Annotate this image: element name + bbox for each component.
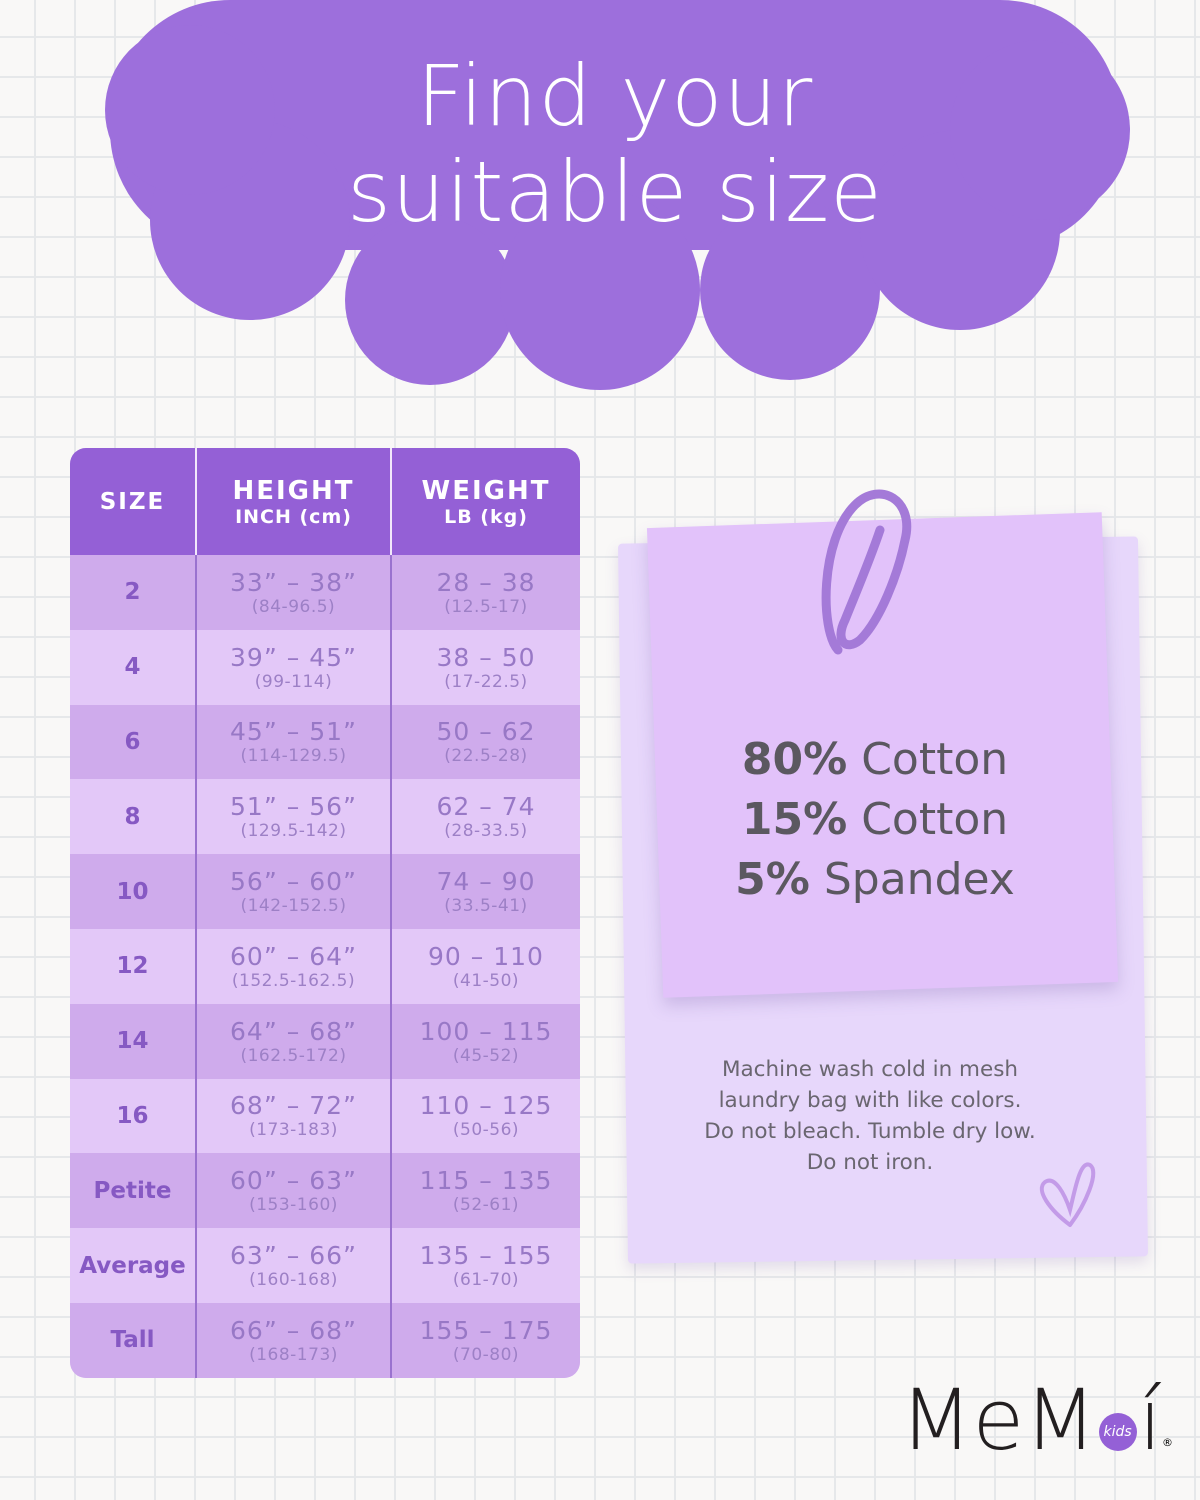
height-cm: (129.5-142): [240, 821, 347, 842]
weight-kg: (12.5-17): [444, 596, 528, 617]
heart-icon: [1039, 1162, 1096, 1227]
weight-kg: (41-50): [452, 970, 520, 991]
size-cell: 16: [116, 1102, 149, 1129]
weight-kg: (52-61): [452, 1195, 520, 1216]
table-row: 16 68” – 72” (173-183) 110 – 125 (50-56): [70, 1078, 580, 1154]
weight-lb: 50 – 62: [436, 717, 536, 747]
weight-kg: (17-22.5): [444, 671, 528, 692]
care-line: Machine wash cold in mesh: [721, 1057, 1019, 1082]
height-cm: (160-168): [249, 1270, 338, 1291]
size-cell: Average: [79, 1252, 186, 1279]
care-line: Do not iron.: [806, 1150, 934, 1175]
size-cell: 14: [116, 1028, 149, 1055]
header-weight-unit: LB (kg): [444, 505, 528, 528]
size-cell: Tall: [110, 1327, 155, 1354]
height-inch: 64” – 68”: [230, 1016, 357, 1046]
weight-kg: (33.5-41): [444, 896, 528, 917]
weight-kg: (45-52): [452, 1045, 520, 1066]
table-row: 6 45” – 51” (114-129.5) 50 – 62 (22.5-28): [70, 704, 580, 780]
size-cell: 8: [124, 803, 141, 830]
height-inch: 63” – 66”: [230, 1241, 357, 1271]
size-cell: 10: [116, 878, 149, 905]
table-row: 8 51” – 56” (129.5-142) 62 – 74 (28-33.5): [70, 779, 580, 855]
cloud-banner: [105, 0, 1130, 390]
size-cell: Petite: [93, 1177, 172, 1204]
height-inch: 56” – 60”: [230, 867, 357, 897]
weight-lb: 100 – 115: [419, 1016, 553, 1046]
weight-lb: 155 – 175: [419, 1315, 553, 1345]
weight-lb: 74 – 90: [436, 867, 536, 897]
weight-lb: 38 – 50: [436, 642, 536, 672]
fabric-line: 80% Cotton: [741, 734, 1009, 785]
fabric-line: 15% Cotton: [741, 794, 1009, 845]
fabric-line: 5% Spandex: [735, 854, 1015, 905]
size-cell: 6: [124, 728, 141, 755]
height-inch: 60” – 64”: [230, 941, 357, 971]
header-height-unit: INCH (cm): [235, 505, 352, 528]
weight-lb: 110 – 125: [419, 1091, 553, 1121]
weight-lb: 115 – 135: [419, 1166, 553, 1196]
size-cell: 4: [124, 654, 141, 681]
table-row: 4 39” – 45” (99-114) 38 – 50 (17-22.5): [70, 629, 580, 705]
care-line: Do not bleach. Tumble dry low.: [704, 1119, 1036, 1144]
page-title: Find your suitable size: [300, 48, 930, 240]
header-height: HEIGHT: [232, 475, 355, 506]
table-row: Tall 66” – 68” (168-173) 155 – 175 (70-80): [70, 1302, 580, 1378]
height-cm: (152.5-162.5): [231, 970, 356, 991]
height-cm: (173-183): [249, 1120, 338, 1141]
weight-kg: (61-70): [452, 1270, 520, 1291]
height-inch: 39” – 45”: [230, 642, 357, 672]
weight-lb: 90 – 110: [428, 941, 544, 971]
table-row: 12 60” – 64” (152.5-162.5) 90 – 110 (41-50…: [70, 928, 580, 1004]
size-cell: 12: [116, 953, 149, 980]
height-inch: 60” – 63”: [230, 1166, 357, 1196]
memoi-kids-logo: MeM kids í ®: [900, 1371, 1173, 1469]
height-inch: 66” – 68”: [230, 1315, 357, 1345]
care-line: laundry bag with like colors.: [718, 1088, 1022, 1113]
height-cm: (168-173): [249, 1344, 338, 1365]
table-header: SIZE HEIGHT INCH (cm) WEIGHT LB (kg): [70, 448, 580, 555]
height-cm: (84-96.5): [251, 596, 336, 617]
fabric-composition: 80% Cotton 15% Cotton 5% Spandex: [680, 730, 1070, 910]
registered-mark: ®: [1161, 1436, 1173, 1449]
table-row: Petite 60” – 63” (153-160) 115 – 135 (52-6…: [70, 1153, 580, 1229]
logo-text-end: í: [1138, 1371, 1162, 1469]
weight-lb: 62 – 74: [436, 792, 536, 822]
height-cm: (99-114): [254, 671, 333, 692]
height-cm: (142-152.5): [240, 896, 347, 917]
size-chart-table: SIZE HEIGHT INCH (cm) WEIGHT LB (kg) 2 33”…: [70, 448, 580, 1378]
care-instructions: Machine wash cold in mesh laundry bag wi…: [660, 1054, 1080, 1178]
header-size: SIZE: [99, 488, 166, 515]
title-line-1: Find your: [416, 47, 814, 145]
size-cell: 2: [124, 579, 141, 606]
weight-lb: 28 – 38: [436, 567, 536, 597]
height-cm: (153-160): [249, 1195, 338, 1216]
weight-kg: (28-33.5): [444, 821, 528, 842]
height-inch: 51” – 56”: [230, 792, 357, 822]
table-row: 2 33” – 38” (84-96.5) 28 – 38 (12.5-17): [70, 555, 580, 630]
table-row: Average 63” – 66” (160-168) 135 – 155 (61-…: [70, 1228, 580, 1303]
weight-kg: (50-56): [452, 1120, 520, 1141]
header-weight: WEIGHT: [421, 475, 551, 506]
table-row: 10 56” – 60” (142-152.5) 74 – 90 (33.5-41): [70, 854, 580, 929]
height-inch: 45” – 51”: [230, 717, 357, 747]
weight-kg: (22.5-28): [444, 746, 528, 767]
title-line-2: suitable size: [347, 143, 883, 241]
height-inch: 33” – 38”: [230, 567, 357, 597]
logo-text: MeM: [900, 1371, 1097, 1469]
table-row: 14 64” – 68” (162.5-172) 100 – 115 (45-52): [70, 1003, 580, 1079]
weight-kg: (70-80): [452, 1344, 520, 1365]
weight-lb: 135 – 155: [419, 1241, 553, 1271]
height-cm: (162.5-172): [240, 1045, 347, 1066]
logo-kids-badge: kids: [1098, 1413, 1137, 1451]
paperclip-icon: [821, 489, 912, 655]
height-cm: (114-129.5): [240, 746, 347, 767]
height-inch: 68” – 72”: [230, 1091, 357, 1121]
